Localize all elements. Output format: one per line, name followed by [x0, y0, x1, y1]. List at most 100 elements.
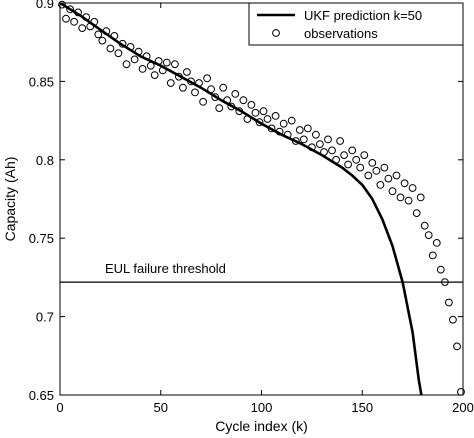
observation-point: [98, 36, 107, 45]
observation-point: [360, 151, 369, 160]
observation-point: [171, 60, 179, 69]
observation-point: [320, 148, 328, 156]
observation-point: [420, 221, 429, 230]
y-tick-label: 0.85: [29, 74, 54, 89]
observation-point: [219, 83, 228, 92]
observation-point: [295, 126, 304, 134]
observation-point: [86, 22, 95, 31]
x-tick-label: 0: [56, 400, 63, 415]
observation-point: [416, 193, 425, 202]
x-axis-label: Cycle index (k): [215, 418, 308, 434]
observation-point: [267, 124, 276, 133]
observation-point: [247, 101, 256, 109]
observation-point: [106, 44, 115, 53]
observation-point: [211, 93, 220, 101]
observation-point: [388, 187, 397, 196]
observation-point: [150, 71, 159, 79]
observation-point: [424, 231, 433, 240]
observation-point: [235, 107, 244, 116]
threshold-label: EUL failure threshold: [105, 261, 226, 276]
observation-point: [368, 159, 377, 167]
observation-point: [275, 127, 284, 136]
y-tick-label: 0.75: [29, 231, 54, 246]
observation-point: [223, 96, 232, 105]
observation-point: [142, 52, 151, 61]
legend-box: [248, 2, 464, 46]
observation-point: [114, 49, 123, 58]
observation-point: [384, 174, 393, 183]
observation-point: [364, 171, 373, 180]
observation-point: [259, 107, 268, 116]
observation-point: [352, 155, 361, 164]
observation-point: [308, 143, 316, 152]
observation-point: [187, 77, 195, 86]
observation-point: [392, 171, 401, 180]
observation-point: [126, 43, 135, 51]
legend-label: UKF prediction k=50: [304, 8, 422, 23]
plot-frame: [59, 2, 464, 396]
x-tick-label: 100: [251, 400, 273, 415]
observation-point: [376, 181, 385, 189]
observation-point: [66, 5, 74, 14]
legend-label: observations: [304, 26, 378, 41]
observation-point: [138, 65, 147, 73]
observation-point: [396, 193, 405, 202]
observation-point: [199, 97, 208, 106]
observation-point: [118, 39, 127, 48]
observation-point: [231, 90, 240, 98]
observation-point: [291, 137, 300, 145]
observation-point: [183, 68, 191, 76]
x-tick-label: 50: [154, 400, 168, 415]
observation-point: [227, 102, 236, 111]
observation-point: [62, 14, 70, 23]
observation-point: [328, 146, 336, 155]
observation-point: [215, 104, 224, 112]
observation-point: [78, 24, 87, 33]
observation-point: [445, 298, 453, 307]
observation-point: [162, 58, 171, 67]
observation-point: [344, 160, 353, 169]
observation-point: [303, 124, 312, 133]
legend: UKF prediction k=50 observations: [248, 2, 464, 46]
observation-point: [316, 140, 324, 149]
observation-point: [340, 151, 349, 160]
observation-point: [207, 85, 216, 94]
observation-point: [255, 118, 264, 127]
observation-point: [179, 83, 187, 92]
observation-point: [449, 315, 457, 324]
observation-point: [90, 17, 99, 26]
observation-point: [312, 130, 320, 139]
observation-point: [348, 146, 357, 155]
observation-point: [441, 278, 449, 287]
x-tick-label: 150: [351, 400, 373, 415]
y-tick-label: 0.8: [36, 153, 54, 168]
observation-point: [122, 60, 131, 69]
observation-point: [324, 135, 332, 144]
observation-point: [336, 137, 345, 145]
observation-point: [287, 116, 296, 125]
observation-point: [191, 88, 199, 97]
observation-point: [130, 55, 139, 64]
y-tick-label: 0.65: [29, 388, 54, 403]
observation-point: [175, 72, 183, 81]
observation-point: [332, 155, 341, 164]
y-axis-label: Capacity (Ah): [2, 157, 18, 242]
observation-point: [94, 30, 103, 39]
observation-point: [239, 96, 248, 105]
observation-point: [372, 166, 381, 175]
observation-point: [271, 112, 280, 120]
plot-layer: EUL failure threshold: [58, 0, 465, 396]
observation-point: [412, 209, 421, 218]
x-tick-label: 200: [452, 400, 474, 415]
observation-point: [283, 130, 292, 139]
observation-point: [203, 74, 212, 83]
observation-point: [58, 0, 66, 9]
observation-point: [299, 135, 308, 144]
observation-point: [432, 239, 441, 247]
observation-point: [428, 251, 437, 260]
observation-point: [404, 196, 413, 205]
observation-point: [356, 163, 365, 172]
observation-point: [158, 66, 167, 75]
